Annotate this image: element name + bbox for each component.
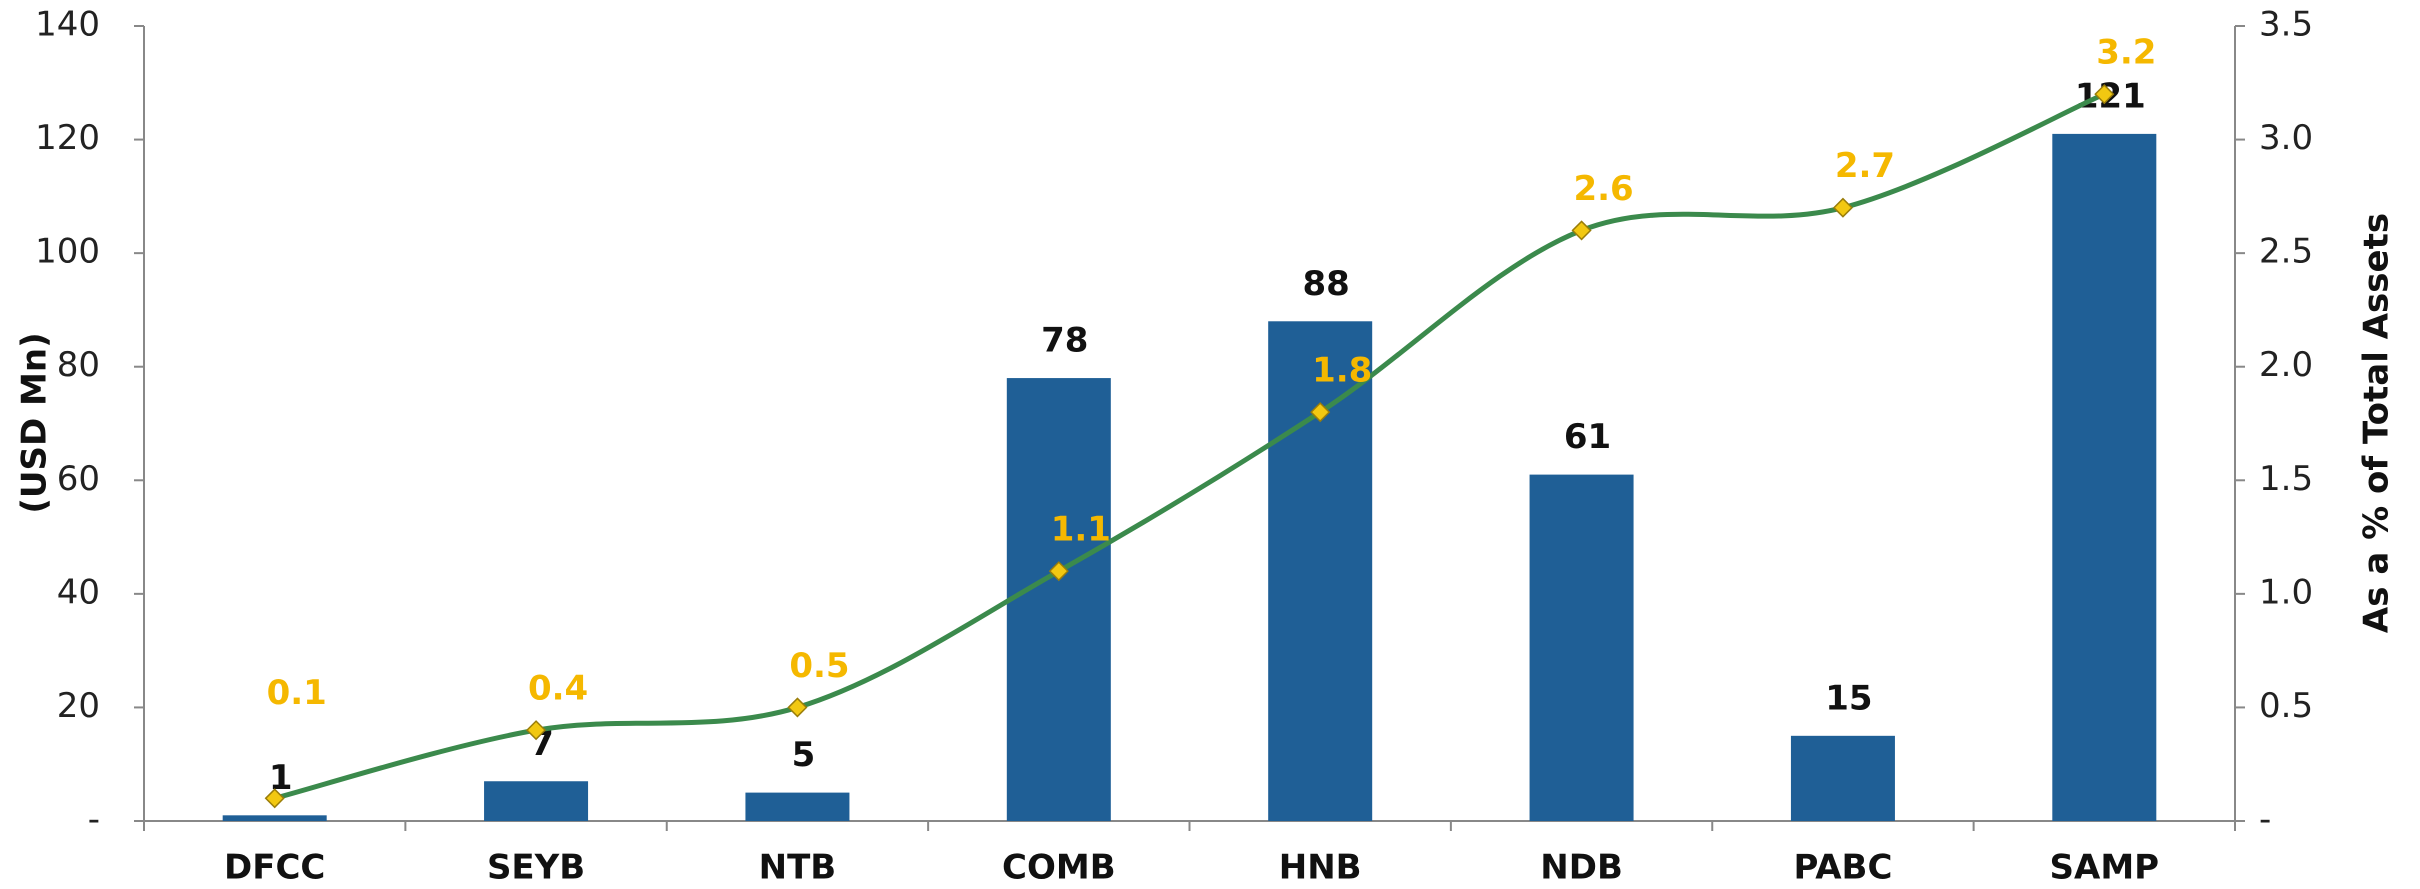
y-tick-label: 20 [57,686,100,726]
line [274,91,2106,801]
y2-tick-label: 0.5 [2259,686,2313,726]
x-tick-label: COMB [1002,848,1116,888]
bar-value-label: 5 [792,735,816,775]
bar [1529,474,1634,821]
y-tick-label: 100 [35,232,100,272]
y-tick-label: 80 [57,345,100,385]
line-marker [1048,561,1069,582]
line-value-label: 0.5 [789,646,849,686]
x-tick-label: SAMP [2050,848,2160,888]
bar-value-label: 1 [269,758,293,798]
y-tick-label: 40 [57,572,100,612]
x-tick-label: SEYB [487,848,585,888]
y-tick-label: - [88,800,100,840]
bar [2052,133,2157,822]
bar [745,792,850,821]
y2-tick-label: 3.0 [2259,118,2313,158]
line-value-label: 2.7 [1835,146,1895,186]
line-marker [264,788,285,809]
bar [1268,321,1373,821]
y2-tick-label: 2.0 [2259,345,2313,385]
bar [1790,735,1895,821]
line-marker [1310,402,1331,423]
line-marker [1571,220,1592,241]
bar-value-label: 88 [1303,264,1350,304]
y-tick-label: 120 [35,118,100,158]
line-marker [787,697,808,718]
y2-axis-title: As a % of Total Assets [2357,213,2397,633]
y2-tick-label: - [2259,800,2271,840]
x-tick-label: DFCC [224,848,325,888]
y-tick-label: 60 [57,459,100,499]
line-value-label: 2.6 [1573,169,1633,209]
line-value-label: 3.2 [2096,33,2156,73]
x-tick-label: NDB [1540,848,1623,888]
x-tick-label: PABC [1793,848,1892,888]
line-marker [1832,197,1854,218]
bar-value-label: 15 [1825,678,1872,718]
line-marker [2094,84,2115,105]
y2-tick-label: 2.5 [2259,232,2313,272]
y2-tick-label: 1.0 [2259,572,2313,612]
y-axis-title: (USD Mn) [15,332,55,513]
line-value-label: 0.4 [528,669,588,709]
y2-tick-label: 1.5 [2259,459,2313,499]
bar [484,781,589,821]
x-tick-label: HNB [1279,848,1362,888]
line-value-label: 1.8 [1312,351,1372,391]
line-value-label: 0.1 [267,673,327,713]
y-tick-label: 140 [35,5,100,45]
y2-tick-label: 3.5 [2259,5,2313,45]
x-tick-label: NTB [759,848,837,888]
bar-value-label: 78 [1041,321,1088,361]
bar [222,815,327,821]
bar [1006,378,1111,821]
bar-value-label: 61 [1564,417,1611,457]
line-value-label: 1.1 [1051,510,1111,550]
line-marker [526,720,547,741]
